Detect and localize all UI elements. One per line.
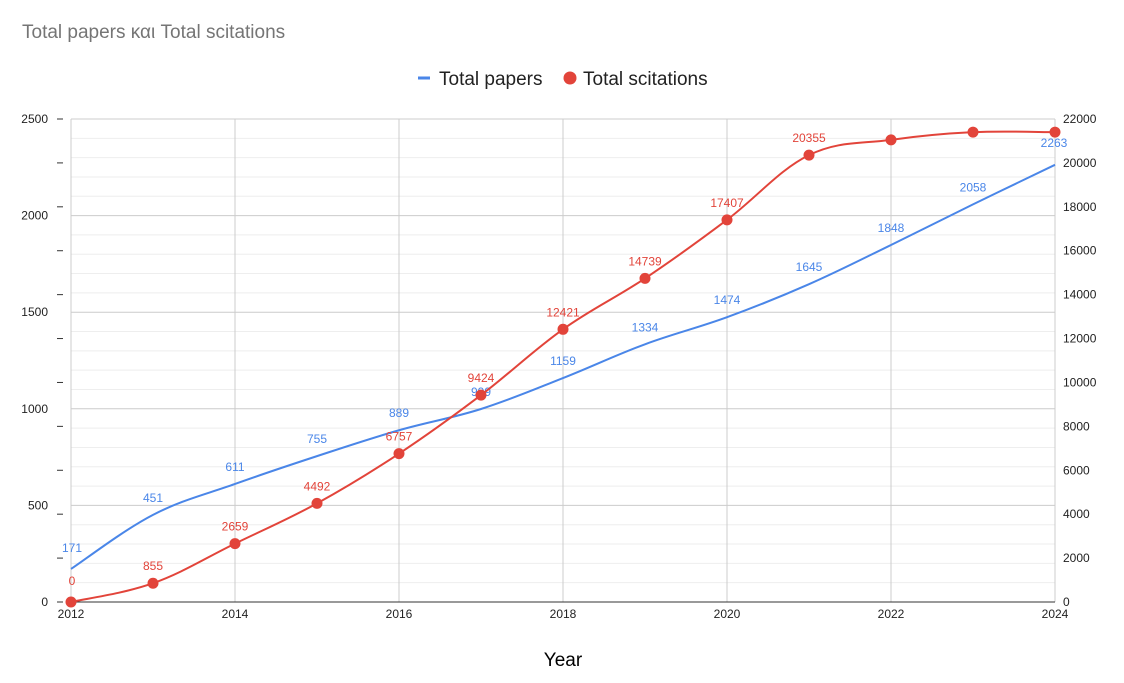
total-scitations-point [311,497,323,509]
total-scitations-point [557,323,569,335]
total-scitations-data-label: 4492 [304,479,331,493]
y-right-tick-label: 20000 [1063,156,1097,170]
y-left-tick-label: 2000 [21,209,48,223]
x-tick-label: 2012 [58,607,85,621]
total-papers-data-label: 1159 [550,354,576,368]
total-scitations-point [803,149,815,161]
y-right-tick-label: 14000 [1063,288,1097,302]
total-scitations-data-label: 12421 [546,305,580,319]
x-tick-label: 2016 [386,607,413,621]
legend-label-total-scitations: Total scitations [583,69,708,90]
y-left-tick-label: 0 [41,595,48,609]
total-scitations-data-label: 855 [143,559,163,573]
y-right-tick-label: 12000 [1063,332,1097,346]
total-scitations-data-label: 2659 [222,520,249,534]
y-left-tick-label: 2500 [21,112,48,126]
total-scitations-data-label: 9424 [468,371,495,385]
y-right-tick-label: 6000 [1063,463,1090,477]
legend-label-total-papers: Total papers [439,69,543,90]
total-papers-data-label: 611 [225,460,244,474]
total-papers-data-label: 889 [389,406,409,420]
y-right-tick-label: 10000 [1063,375,1097,389]
y-left-tick-label: 500 [28,498,48,512]
total-scitations-point [65,596,77,608]
y-right-tick-label: 18000 [1063,200,1097,214]
total-papers-line [70,163,1056,570]
y-right-tick-label: 22000 [1063,112,1097,126]
x-axis-title: Year [544,650,583,671]
x-tick-label: 2014 [222,607,249,621]
total-scitations-point [393,448,405,460]
total-scitations-data-label: 17407 [710,196,744,210]
total-scitations-data-label: 0 [69,574,76,588]
total-papers-data-label: 1848 [878,221,905,235]
total-scitations-data-label: 14739 [628,254,662,268]
total-papers-data-label: 1474 [714,293,741,307]
x-tick-label: 2018 [550,607,577,621]
y-right-tick-label: 2000 [1063,551,1090,565]
y-left-tick-label: 1000 [21,402,48,416]
total-scitations-point [967,126,979,138]
total-papers-data-label: 1645 [796,260,823,274]
total-scitations-point [885,134,897,146]
total-papers-data-label: 451 [143,491,163,505]
y-right-tick-label: 8000 [1063,419,1090,433]
y-right-tick-label: 16000 [1063,244,1097,258]
x-tick-label: 2020 [714,607,741,621]
total-scitations-data-label: 20355 [792,131,826,145]
total-papers-data-label: 1334 [632,320,659,334]
total-scitations-point [475,389,487,401]
total-papers-data-label: 171 [62,541,82,555]
total-scitations-point [229,538,241,550]
total-scitations-data-label: 6757 [386,430,413,444]
y-right-tick-label: 4000 [1063,507,1090,521]
total-scitations-point [147,577,159,589]
total-scitations-point [1049,126,1061,138]
total-papers-data-label: 2058 [960,180,987,194]
x-tick-label: 2022 [878,607,905,621]
total-papers-data-label: 755 [307,432,327,446]
chart-title: Total papers και Total scitations [22,22,286,43]
legend-swatch-total-scitations [563,71,577,85]
total-scitations-point [639,272,651,284]
x-tick-label: 2024 [1042,607,1069,621]
y-left-tick-label: 1500 [21,305,48,319]
y-right-tick-label: 0 [1063,595,1070,609]
total-papers-data-label: 2263 [1041,136,1068,150]
total-scitations-point [721,214,733,226]
